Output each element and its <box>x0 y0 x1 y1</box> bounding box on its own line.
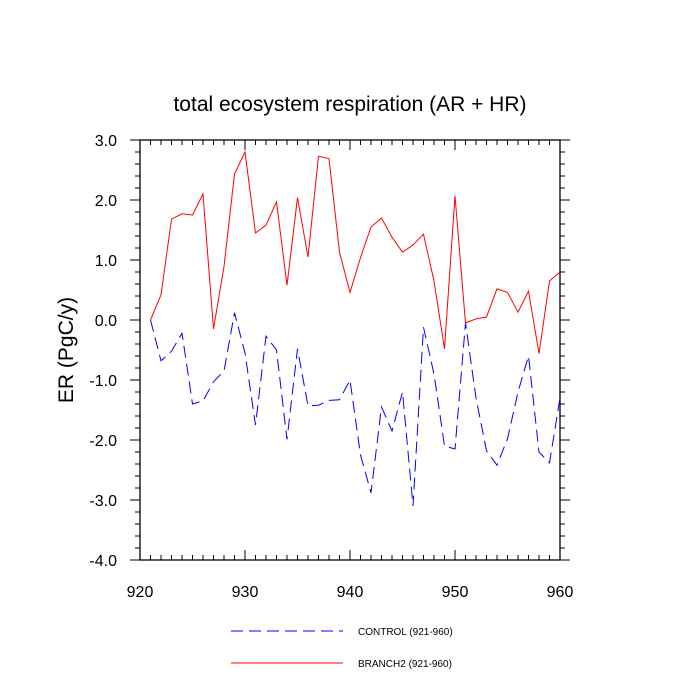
series-lines <box>150 150 561 507</box>
y-tick-label: -1.0 <box>89 373 117 390</box>
y-tick-label: 3.0 <box>95 133 117 150</box>
series-line-control <box>150 312 561 507</box>
axis-ticks <box>130 139 570 561</box>
y-tick-label: 0.0 <box>95 313 117 330</box>
x-tick-label: 950 <box>442 584 469 601</box>
y-tick-label: -3.0 <box>89 493 117 510</box>
x-tick-label: 940 <box>337 584 364 601</box>
y-tick-label: 1.0 <box>95 253 117 270</box>
chart-title: total ecosystem respiration (AR + HR) <box>173 93 526 116</box>
y-tick-label: -2.0 <box>89 433 117 450</box>
legend-label: BRANCH2 (921-960) <box>358 659 452 670</box>
y-axis-label: ER (PgC/y) <box>55 297 78 403</box>
y-tick-label: -4.0 <box>89 553 117 570</box>
tick-labels: 920 930 940 950 960 3.0 2.0 1.0 0.0 -1.0 -2.0 -3.0 -… <box>89 133 573 601</box>
y-tick-label: 2.0 <box>95 193 117 210</box>
legend: CONTROL (921-960) BRANCH2 (921-960) <box>231 627 453 670</box>
series-line-branch2 <box>150 150 561 354</box>
legend-label: CONTROL (921-960) <box>358 627 453 638</box>
x-tick-label: 960 <box>547 584 574 601</box>
x-tick-label: 920 <box>127 584 154 601</box>
plot-frame <box>139 139 561 561</box>
x-tick-label: 930 <box>232 584 259 601</box>
